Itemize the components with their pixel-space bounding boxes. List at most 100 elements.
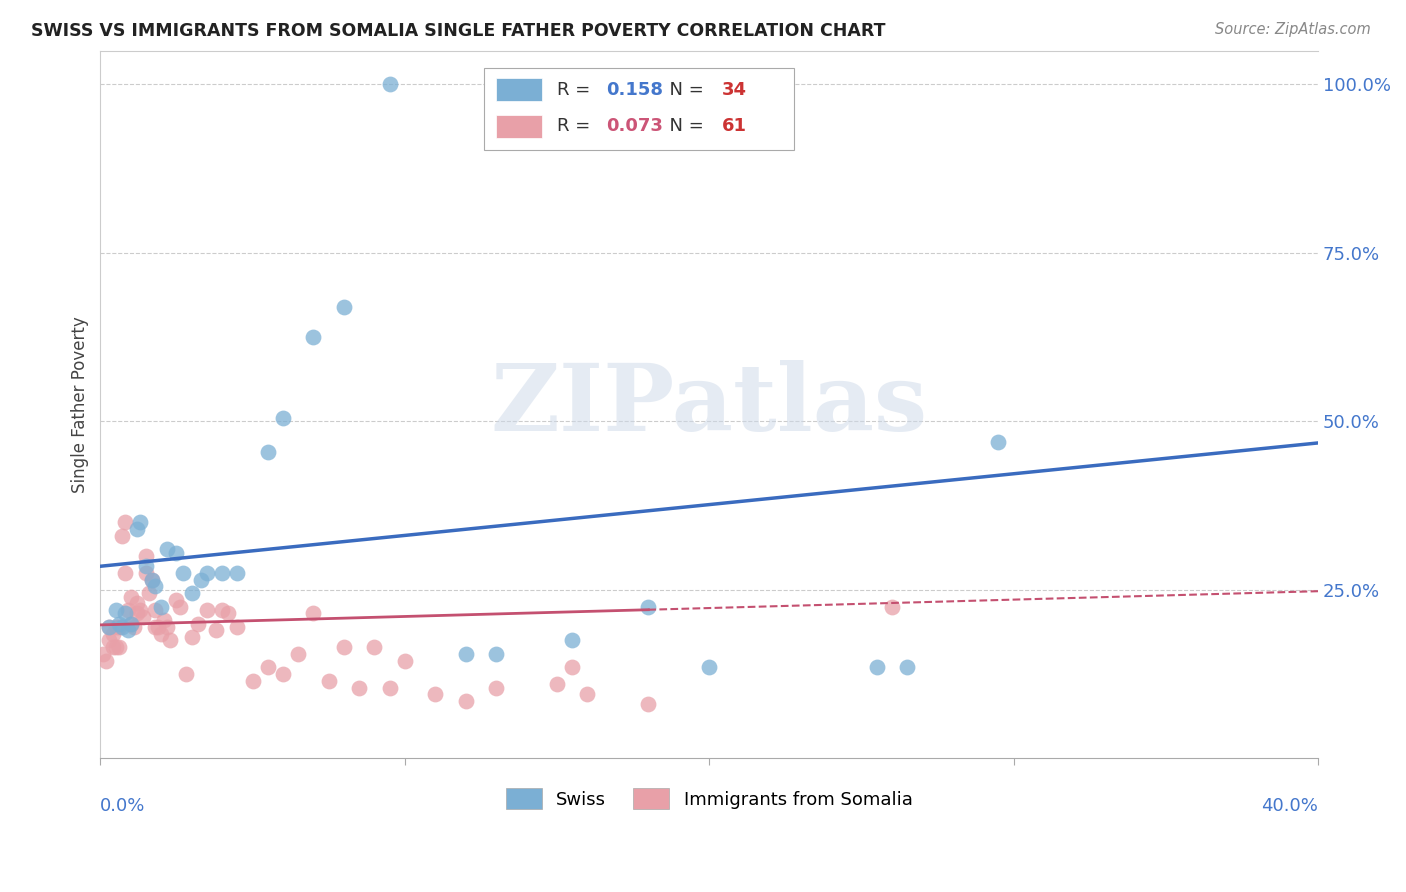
Point — [880, 599, 903, 614]
Point — [454, 647, 477, 661]
Legend: Swiss, Immigrants from Somalia: Swiss, Immigrants from Somalia — [499, 781, 920, 816]
Point — [195, 566, 218, 580]
Point — [107, 616, 129, 631]
Point — [93, 647, 115, 661]
Point — [120, 616, 142, 631]
Point — [896, 660, 918, 674]
Point — [205, 624, 228, 638]
Point — [143, 603, 166, 617]
Point — [226, 620, 249, 634]
Point — [148, 620, 170, 634]
Text: 61: 61 — [721, 118, 747, 136]
Point — [150, 599, 173, 614]
Point — [697, 660, 720, 674]
Point — [125, 522, 148, 536]
Point — [637, 698, 659, 712]
Point — [107, 620, 129, 634]
Point — [318, 673, 340, 688]
Text: N =: N = — [658, 118, 710, 136]
Point — [363, 640, 385, 654]
Point — [180, 586, 202, 600]
Point — [111, 620, 134, 634]
Point — [150, 626, 173, 640]
Point — [122, 620, 145, 634]
Text: 0.158: 0.158 — [606, 80, 662, 99]
Point — [333, 300, 356, 314]
Point — [125, 596, 148, 610]
Point — [425, 687, 447, 701]
Text: N =: N = — [658, 80, 710, 99]
Point — [143, 620, 166, 634]
Point — [120, 616, 142, 631]
Point — [135, 566, 157, 580]
Point — [302, 607, 325, 621]
Text: 40.0%: 40.0% — [1261, 797, 1319, 815]
Point — [454, 694, 477, 708]
Point — [169, 599, 191, 614]
FancyBboxPatch shape — [484, 69, 794, 150]
Point — [120, 590, 142, 604]
Point — [226, 566, 249, 580]
Point — [333, 640, 356, 654]
Point — [98, 633, 121, 648]
Point — [242, 673, 264, 688]
Point — [561, 660, 583, 674]
Point — [256, 444, 278, 458]
Point — [153, 613, 176, 627]
Point — [166, 593, 188, 607]
Bar — [496, 78, 543, 101]
Point — [271, 667, 294, 681]
Point — [156, 620, 179, 634]
Point — [287, 647, 309, 661]
Point — [546, 677, 568, 691]
Point — [104, 620, 127, 634]
Point — [187, 616, 209, 631]
Point — [135, 559, 157, 574]
Point — [485, 647, 508, 661]
Point — [138, 586, 160, 600]
Point — [156, 542, 179, 557]
Point — [143, 579, 166, 593]
Point — [159, 633, 181, 648]
Bar — [496, 115, 543, 137]
Point — [125, 607, 148, 621]
Point — [217, 607, 239, 621]
Point — [98, 620, 121, 634]
Point — [256, 660, 278, 674]
Point — [485, 681, 508, 695]
Point — [211, 603, 233, 617]
Text: 34: 34 — [721, 80, 747, 99]
Point — [104, 640, 127, 654]
Point — [129, 516, 152, 530]
Point — [378, 78, 401, 92]
Point — [117, 603, 139, 617]
Point — [114, 516, 136, 530]
Text: Source: ZipAtlas.com: Source: ZipAtlas.com — [1215, 22, 1371, 37]
Text: 0.073: 0.073 — [606, 118, 662, 136]
Point — [111, 529, 134, 543]
Point — [129, 603, 152, 617]
Point — [394, 654, 416, 668]
Point — [104, 603, 127, 617]
Point — [180, 630, 202, 644]
Point — [132, 609, 155, 624]
Point — [172, 566, 194, 580]
Text: R =: R = — [557, 80, 596, 99]
Point — [117, 624, 139, 638]
Point — [302, 330, 325, 344]
Point — [987, 434, 1010, 449]
Text: ZIPatlas: ZIPatlas — [491, 359, 928, 450]
Text: R =: R = — [557, 118, 596, 136]
Point — [114, 566, 136, 580]
Text: 0.0%: 0.0% — [100, 797, 146, 815]
Point — [141, 573, 163, 587]
Point — [114, 607, 136, 621]
Point — [101, 640, 124, 654]
Point — [174, 667, 197, 681]
Point — [378, 681, 401, 695]
Point — [141, 573, 163, 587]
Point — [107, 640, 129, 654]
Point — [195, 603, 218, 617]
Point — [866, 660, 889, 674]
Point — [211, 566, 233, 580]
